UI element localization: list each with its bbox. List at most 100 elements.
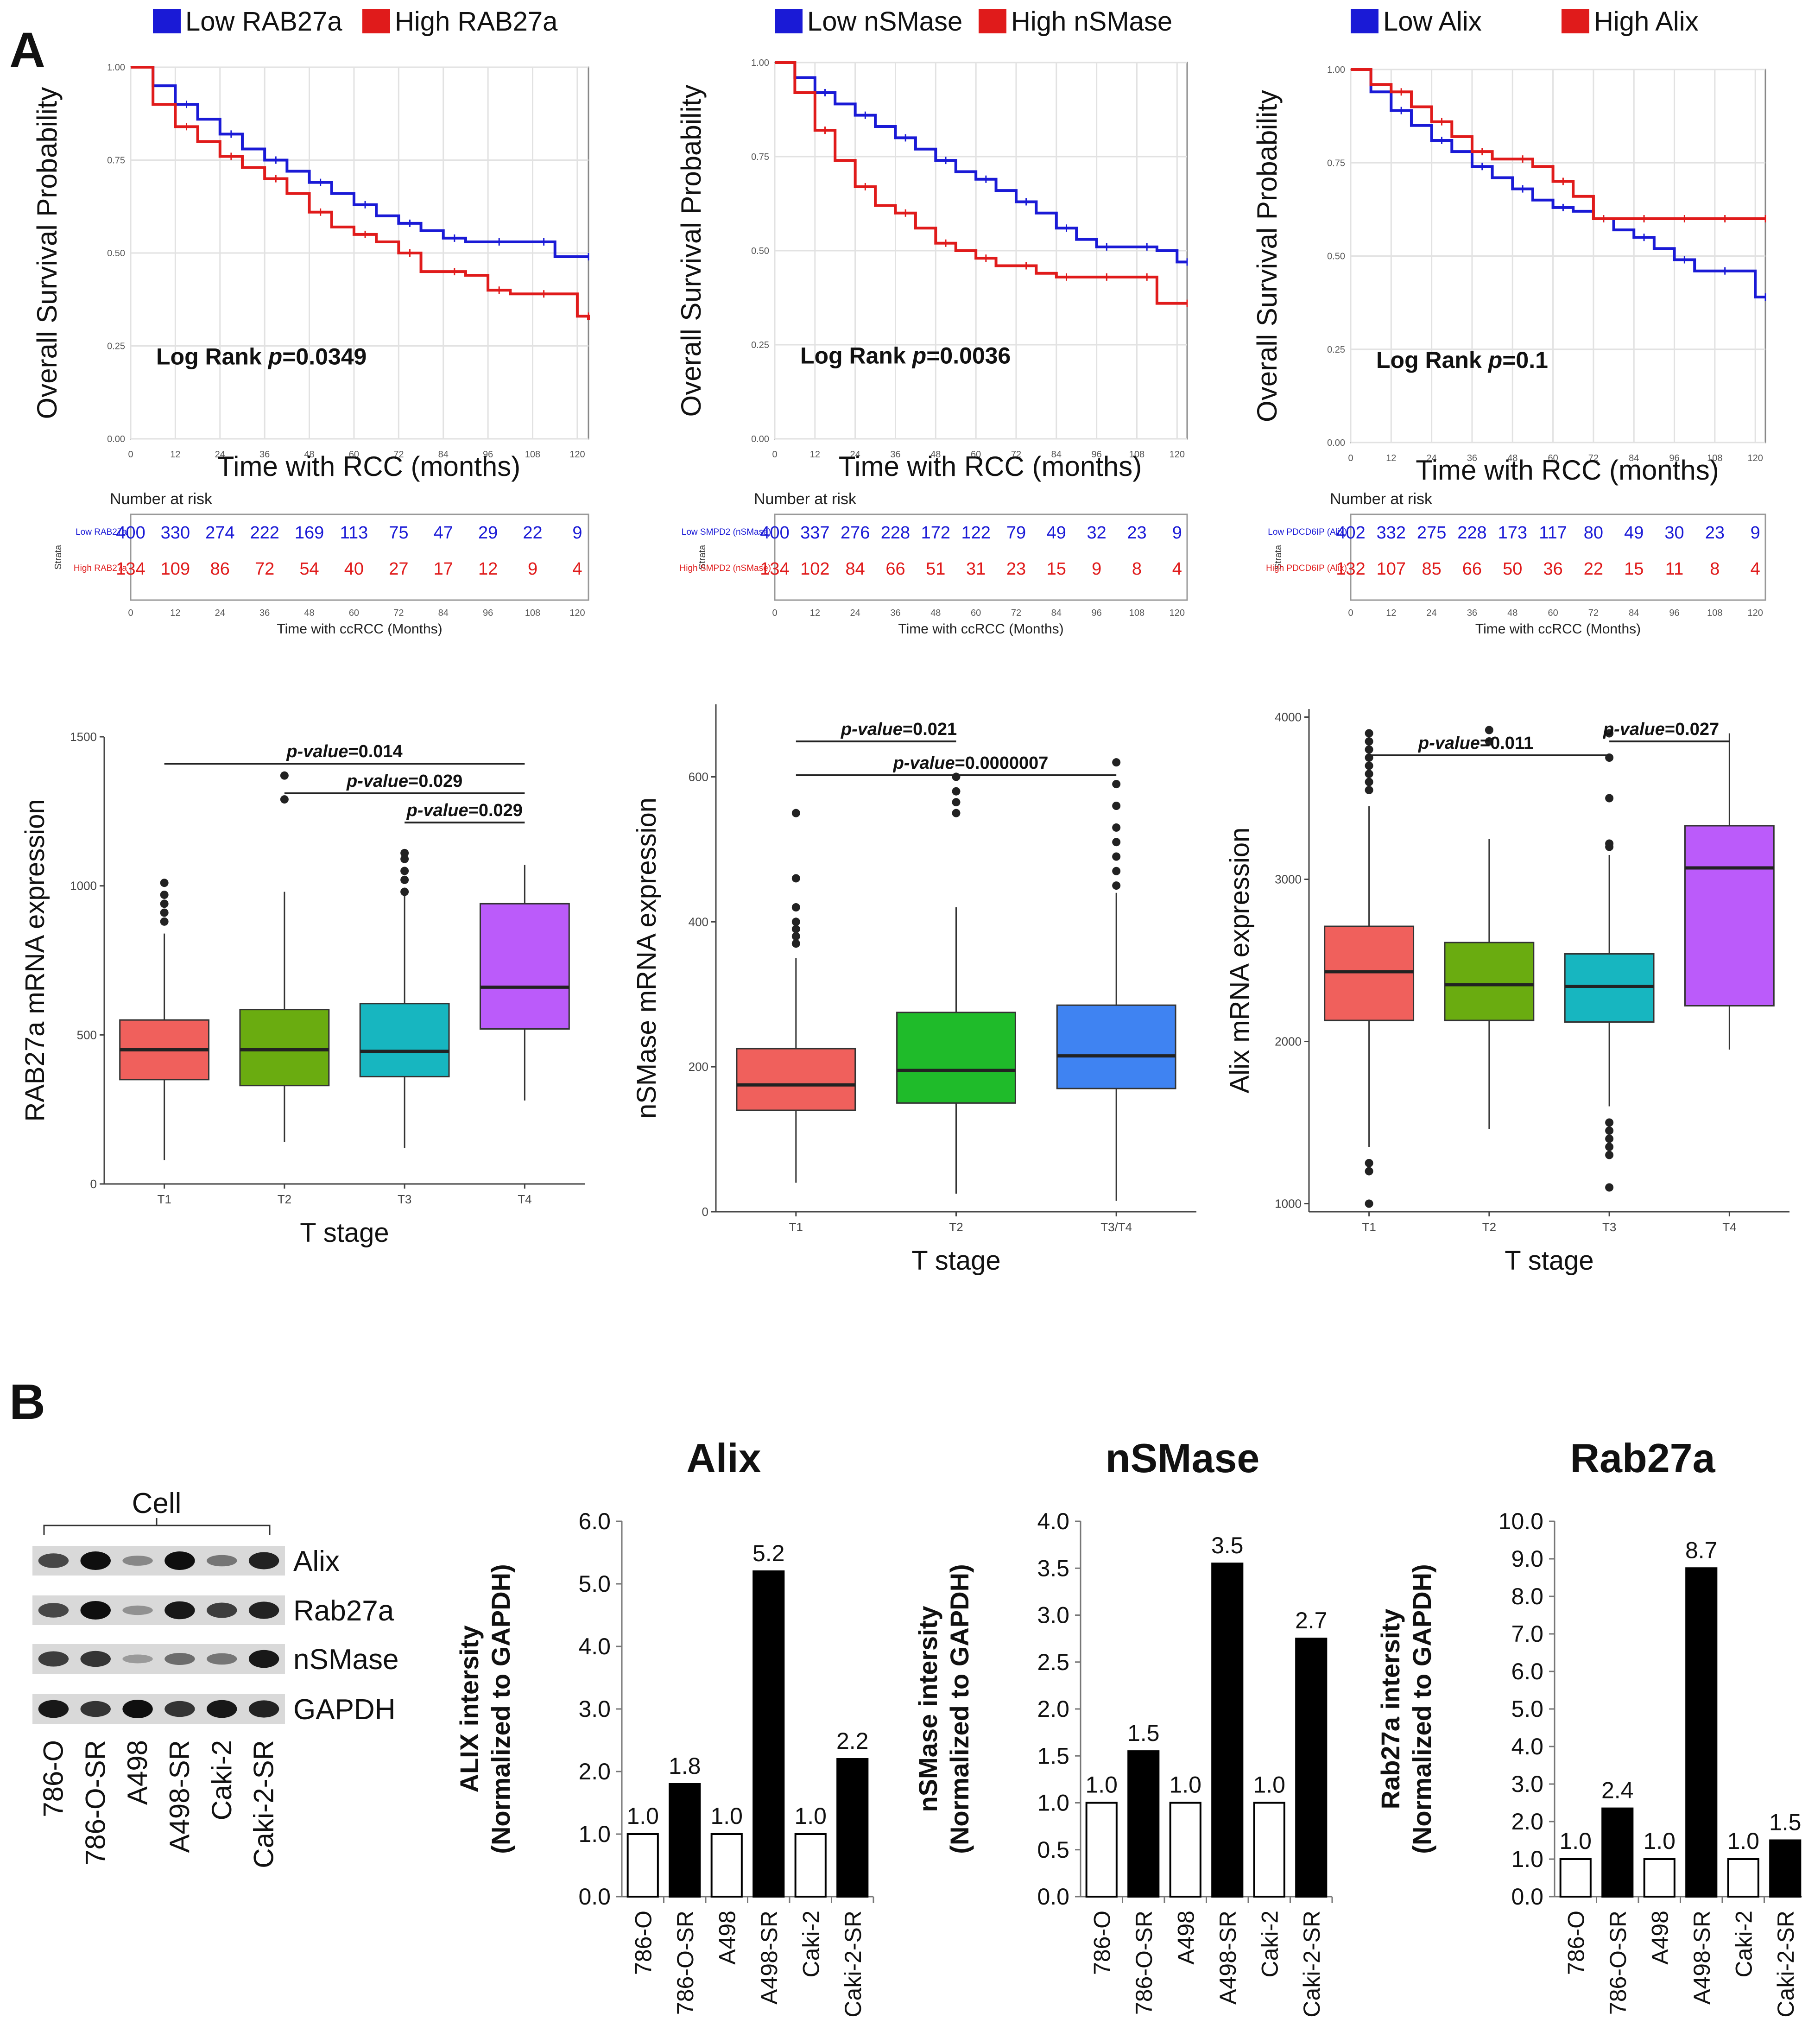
p-value-prefix: p-value (1603, 720, 1665, 739)
risk-x-tick: 48 (1507, 608, 1517, 618)
outlier-point (1605, 839, 1614, 848)
bar-a498-sr (1211, 1563, 1244, 1898)
risk-x-tick: 60 (349, 608, 359, 618)
y-tick-label: 4000 (1275, 710, 1302, 724)
risk-count: 79 (1006, 523, 1026, 543)
annotation-p: p (267, 344, 283, 370)
legend-swatch-high (1562, 9, 1589, 33)
y-tick-label: 4.0 (1037, 1508, 1069, 1534)
risk-count: 86 (210, 559, 230, 579)
outlier-point (1605, 1151, 1614, 1159)
x-tick-label: 108 (525, 449, 540, 460)
risk-row-label: High RAB27a (74, 563, 127, 573)
risk-table-header: Number at risk (110, 490, 213, 508)
outlier-point (1365, 761, 1373, 770)
y-tick-label: 0.5 (1037, 1837, 1069, 1863)
risk-row-label: Low SMPD2 (nSMase) (682, 527, 771, 537)
risk-count: 228 (1457, 523, 1486, 543)
legend-swatch-low (1351, 9, 1378, 33)
p-value-prefix: p-value (841, 720, 903, 739)
bar-value-label: 1.8 (669, 1753, 701, 1779)
y-tick-label: 1.0 (578, 1821, 611, 1847)
risk-count: 12 (478, 559, 498, 579)
x-tick-label: 12 (810, 449, 820, 460)
chart-title: Rab27a (1570, 1435, 1715, 1481)
risk-x-tick: 84 (1051, 608, 1062, 618)
legend-swatch-low (775, 9, 803, 33)
risk-count: 402 (1336, 523, 1365, 543)
p-value-label: p-value=0.0000007 (893, 753, 1049, 773)
outlier-point (791, 874, 800, 883)
outlier-point (400, 848, 409, 857)
bar-value-label: 1.0 (794, 1803, 827, 1829)
x-tick-label: 120 (1747, 453, 1763, 463)
y-tick-label: 0.0 (578, 1884, 611, 1910)
risk-count: 400 (760, 523, 789, 543)
western-blot: Cell Alix Rab27a nSMase GAPDH 786-O 786-O-SR A4… (32, 1487, 398, 1868)
outlier-point (791, 903, 800, 911)
risk-count: 47 (434, 523, 453, 543)
risk-count: 9 (572, 523, 582, 543)
risk-count: 274 (205, 523, 234, 543)
p-value-prefix: p-value (346, 772, 408, 791)
y-tick-label: 0.0 (1511, 1884, 1543, 1910)
box-t4 (1684, 825, 1775, 1006)
blot-lane-label: A498 (122, 1740, 153, 1805)
x-tick-label: 36 (890, 449, 900, 460)
outlier-point (952, 809, 961, 817)
x-tick-label: 786-O-SR (1605, 1911, 1631, 2015)
risk-x-tick: 60 (971, 608, 981, 618)
y-tick-label: 5.0 (578, 1571, 611, 1597)
bar-value-label: 2.7 (1295, 1607, 1328, 1633)
risk-count: 23 (1705, 523, 1725, 543)
p-value-prefix: p-value (1418, 734, 1480, 753)
y-tick-label: 2.0 (1037, 1696, 1069, 1722)
outlier-point (791, 924, 800, 933)
risk-row-label: Low RAB27a (76, 527, 127, 537)
y-tick-label: 600 (689, 770, 708, 784)
risk-x-tick: 48 (930, 608, 941, 618)
x-tick-label: A498-SR (1215, 1911, 1241, 2005)
y-tick-label: 400 (689, 915, 708, 929)
p-value-label: p-value=0.014 (286, 742, 402, 761)
p-value-label: p-value=0.029 (346, 772, 462, 791)
bar-value-label: 2.4 (1601, 1778, 1634, 1804)
risk-count: 172 (921, 523, 950, 543)
x-tick-label: Caki-2-SR (1773, 1911, 1799, 2018)
p-value-number: =0.027 (1665, 720, 1719, 739)
y-axis-label: nSMase mRNA expression (632, 797, 662, 1119)
blot-band (80, 1551, 111, 1570)
x-tick-label: 96 (1092, 449, 1102, 460)
y-tick-label: 0.50 (1327, 252, 1345, 262)
survival-curve-high (775, 61, 1187, 305)
box-t4 (479, 903, 570, 1030)
bar-value-label: 1.0 (1643, 1828, 1676, 1854)
x-tick-label: T1 (157, 1192, 171, 1206)
x-tick-label: 48 (304, 449, 314, 460)
risk-count: 84 (846, 559, 865, 579)
bar-786-o (1559, 1858, 1592, 1898)
x-tick-label: 96 (483, 449, 493, 460)
blot-band (122, 1654, 153, 1664)
x-tick-label: 48 (930, 449, 941, 460)
y-tick-label: 1500 (70, 730, 97, 744)
risk-count: 31 (966, 559, 986, 579)
bar-caki-2 (1253, 1802, 1285, 1898)
y-tick-label: 1.0 (1511, 1846, 1543, 1872)
risk-row-label: Low PDCD6IP (Alix) (1268, 527, 1347, 537)
x-tick-label: 12 (170, 449, 180, 460)
legend-label: High Alix (1594, 6, 1699, 37)
x-tick-label: A498 (714, 1911, 740, 1965)
x-tick-label: T4 (1722, 1220, 1736, 1234)
risk-count: 8 (1710, 559, 1720, 579)
bar-caki-2-sr (1295, 1638, 1328, 1898)
p-value-number: =0.021 (903, 720, 957, 739)
blot-band (164, 1701, 195, 1717)
x-tick-label: T3 (1602, 1220, 1616, 1234)
y-tick-label: 500 (77, 1028, 97, 1042)
y-tick-label: 1.5 (1037, 1743, 1069, 1769)
x-tick-label: T1 (1362, 1220, 1376, 1234)
y-axis-label-line2: (Normalized to GAPDH) (486, 1564, 515, 1854)
bar-value-label: 1.0 (1559, 1828, 1592, 1854)
x-tick-label: T2 (278, 1192, 291, 1206)
